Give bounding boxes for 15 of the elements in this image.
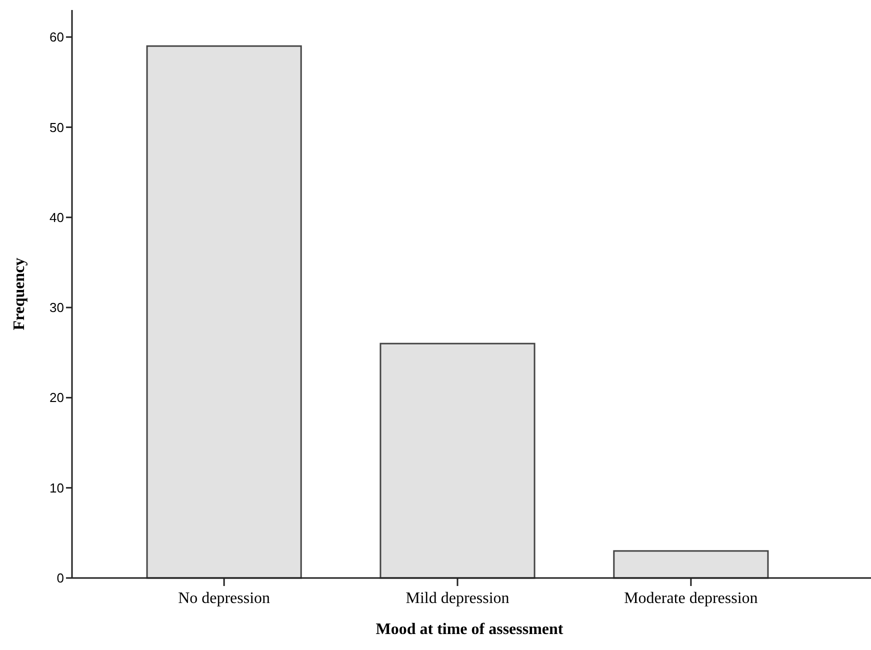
y-axis-title: Frequency bbox=[11, 258, 28, 330]
bar bbox=[613, 550, 769, 579]
x-tick-label: No depression bbox=[178, 590, 270, 607]
x-tick-label: Moderate depression bbox=[624, 590, 758, 607]
y-tick-label: 30 bbox=[50, 300, 64, 316]
bar bbox=[380, 342, 536, 579]
y-tick-label: 60 bbox=[50, 30, 64, 45]
y-tick-label: 10 bbox=[50, 480, 64, 496]
y-tick-label: 20 bbox=[50, 390, 64, 406]
x-tick-label: Mild depression bbox=[406, 590, 510, 607]
x-axis-title: Mood at time of assessment bbox=[376, 621, 564, 638]
y-tick-label: 40 bbox=[50, 210, 64, 225]
bar bbox=[146, 45, 302, 579]
y-tick-label: 50 bbox=[50, 120, 64, 135]
y-tick-label: 0 bbox=[56, 570, 64, 586]
